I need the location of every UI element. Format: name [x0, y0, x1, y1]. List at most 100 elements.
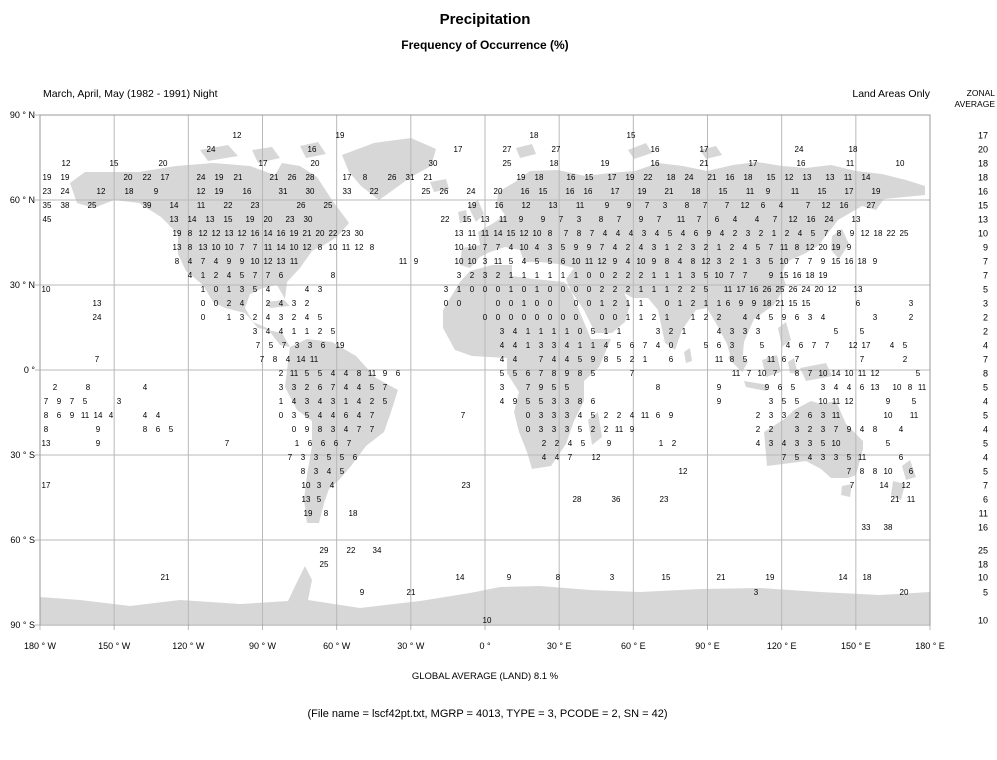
grid-value: 3: [547, 243, 553, 252]
grid-value: 0: [573, 313, 579, 322]
grid-value: 22: [643, 173, 653, 182]
grid-value: 2: [625, 243, 631, 252]
lat-label: 90 ° S: [10, 620, 35, 630]
grid-value: 21: [775, 299, 785, 308]
grid-value: 13: [802, 173, 812, 182]
grid-value: 2: [213, 271, 219, 280]
grid-value: 2: [690, 299, 696, 308]
grid-value: 9: [846, 243, 852, 252]
grid-value: 8: [300, 467, 306, 476]
grid-value: 4: [343, 383, 349, 392]
grid-value: 2: [304, 383, 310, 392]
zonal-average-value: 7: [982, 480, 988, 491]
grid-value: 8: [603, 355, 609, 364]
grid-value: 7: [94, 355, 100, 364]
grid-value: 1: [638, 313, 644, 322]
grid-value: 7: [742, 271, 748, 280]
zonal-average-value: 4: [982, 452, 988, 463]
grid-value: 7: [265, 271, 271, 280]
grid-value: 18: [549, 159, 559, 168]
grid-value: 4: [754, 215, 760, 224]
grid-value: 26: [387, 173, 397, 182]
grid-value: 18: [534, 173, 544, 182]
grid-value: 15: [788, 299, 798, 308]
grid-value: 5: [768, 257, 774, 266]
grid-value: 5: [742, 355, 748, 364]
grid-value: 8: [187, 243, 193, 252]
grid-value: 12: [232, 131, 242, 140]
zonal-average-value: 10: [977, 572, 988, 583]
grid-value: 2: [265, 299, 271, 308]
grid-value: 35: [42, 201, 52, 210]
grid-value: 4: [508, 243, 514, 252]
grid-value: 8: [664, 257, 670, 266]
grid-value: 4: [797, 229, 803, 238]
grid-value: 5: [590, 369, 596, 378]
grid-value: 0: [495, 285, 501, 294]
grid-value: 9: [56, 397, 62, 406]
grid-value: 13: [870, 383, 880, 392]
grid-value: 8: [577, 369, 583, 378]
grid-value: 13: [172, 243, 182, 252]
grid-value: 2: [729, 257, 735, 266]
grid-value: 9: [716, 397, 722, 406]
lon-label: 0 °: [479, 641, 491, 651]
grid-value: 5: [703, 285, 709, 294]
grid-value: 3: [304, 397, 310, 406]
grid-value: 19: [245, 215, 255, 224]
grid-value: 4: [356, 411, 362, 420]
grid-value: 4: [317, 411, 323, 420]
grid-value: 3: [768, 397, 774, 406]
grid-value: 15: [109, 159, 119, 168]
grid-value: 4: [108, 411, 114, 420]
grid-value: 10: [532, 229, 542, 238]
grid-value: 22: [142, 173, 152, 182]
grid-value: 1: [658, 439, 664, 448]
grid-value: 12: [591, 453, 601, 462]
grid-value: 4: [615, 229, 621, 238]
grid-value: 12: [354, 243, 364, 252]
grid-value: 7: [794, 257, 800, 266]
grid-value: 14: [879, 481, 889, 490]
grid-value: 4: [356, 383, 362, 392]
lon-label: 120 ° E: [766, 641, 797, 651]
zonal-average-header: ZONAL AVERAGE: [938, 88, 995, 110]
grid-value: 6: [655, 411, 661, 420]
zonal-average-value: 25: [977, 545, 988, 556]
grid-value: 2: [677, 243, 683, 252]
grid-value: 4: [285, 355, 291, 364]
grid-value: 13: [480, 215, 490, 224]
grid-value: 10: [289, 243, 299, 252]
grid-value: 12: [821, 201, 831, 210]
grid-value: 2: [651, 313, 657, 322]
grid-value: 0: [291, 425, 297, 434]
grid-value: 4: [638, 243, 644, 252]
grid-value: 5: [859, 327, 865, 336]
grid-value: 11: [493, 257, 503, 266]
grid-value: 18: [873, 229, 883, 238]
grid-value: 3: [794, 425, 800, 434]
grid-value: 28: [305, 173, 315, 182]
grid-value: 6: [155, 425, 161, 434]
grid-value: 21: [664, 187, 674, 196]
grid-value: 3: [564, 397, 570, 406]
grid-value: 3: [833, 453, 839, 462]
grid-value: 4: [755, 313, 761, 322]
grid-value: 20: [818, 243, 828, 252]
grid-value: 4: [534, 243, 540, 252]
grid-value: 1: [343, 397, 349, 406]
grid-value: 16: [650, 159, 660, 168]
grid-value: 19: [303, 509, 313, 518]
grid-value: 2: [226, 299, 232, 308]
grid-value: 11: [766, 355, 776, 364]
zonal-average-value: 17: [977, 130, 988, 141]
grid-value: 6: [56, 411, 62, 420]
grid-value: 4: [499, 397, 505, 406]
grid-value: 20: [493, 187, 503, 196]
grid-value: 8: [598, 215, 604, 224]
grid-value: 45: [42, 215, 52, 224]
grid-value: 4: [155, 411, 161, 420]
grid-value: 13: [301, 495, 311, 504]
grid-value: 4: [742, 243, 748, 252]
grid-value: 24: [824, 215, 834, 224]
